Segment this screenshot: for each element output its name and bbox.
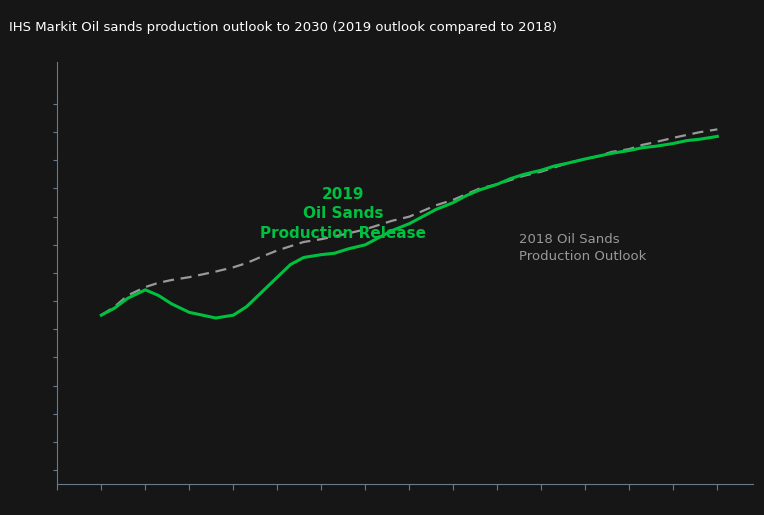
Text: 2018 Oil Sands
Production Outlook: 2018 Oil Sands Production Outlook: [520, 233, 646, 263]
Text: 2019
Oil Sands
Production Release: 2019 Oil Sands Production Release: [261, 186, 426, 241]
Text: IHS Markit Oil sands production outlook to 2030 (2019 outlook compared to 2018): IHS Markit Oil sands production outlook …: [9, 21, 557, 33]
